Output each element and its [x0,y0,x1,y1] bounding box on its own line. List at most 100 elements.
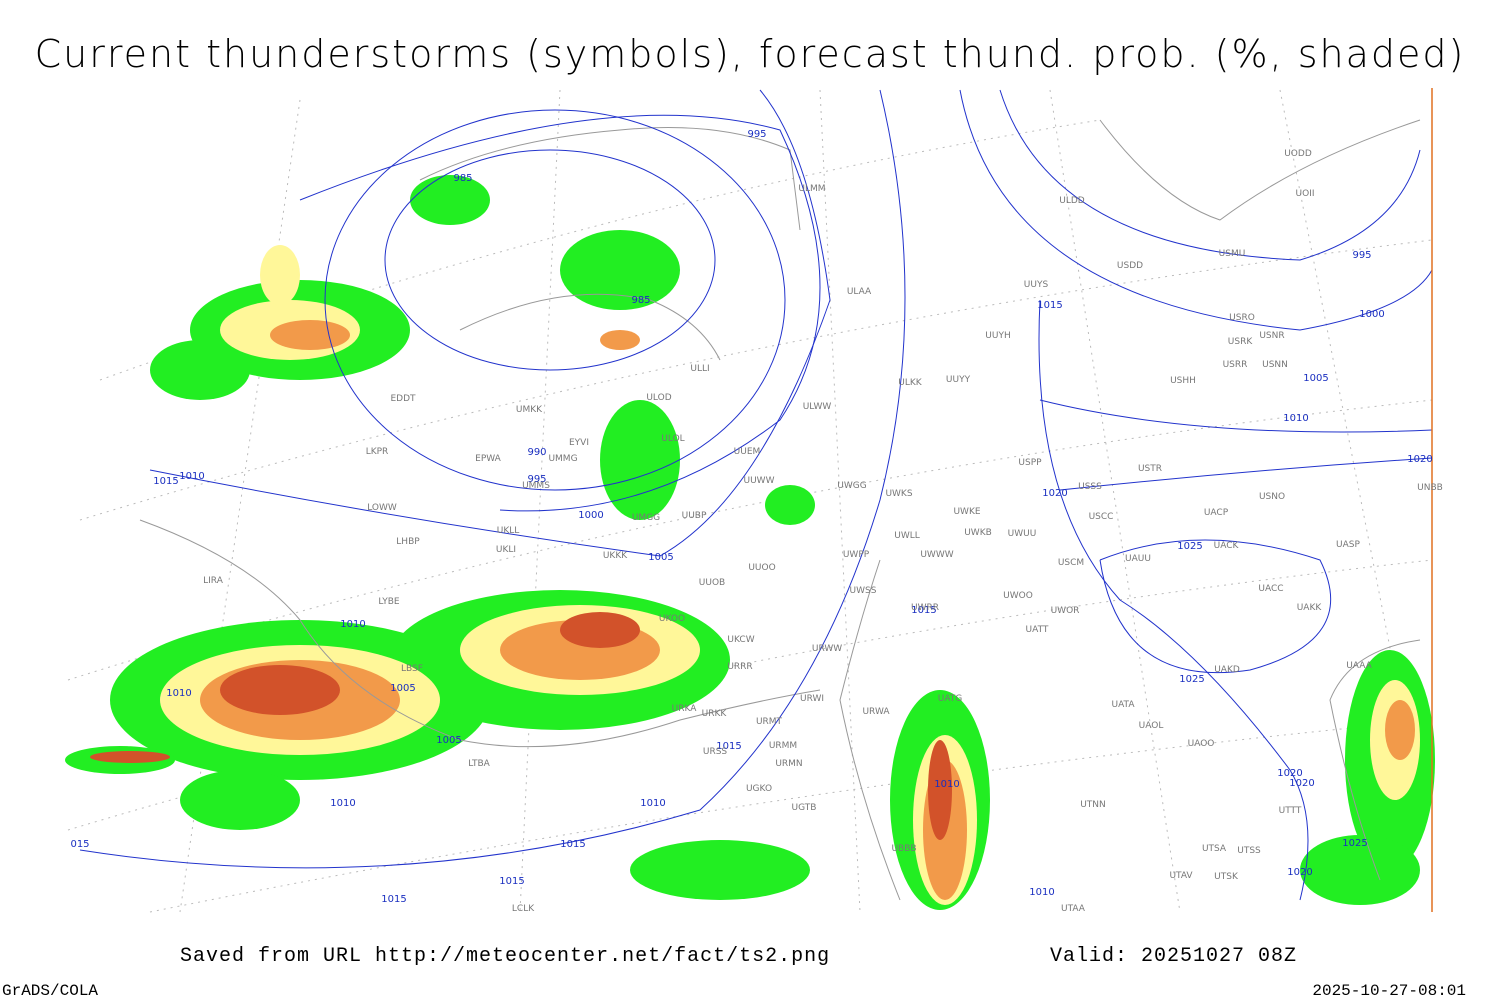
station-label: UAKD [1214,665,1240,675]
station-label: URMN [775,759,802,769]
station-label: UKOO [659,614,685,624]
station-label: USNR [1259,331,1284,341]
isobar-label: 1005 [390,683,415,694]
station-label: UWUU [1008,529,1037,539]
station-label: UGTB [792,803,817,813]
station-label: USCC [1089,512,1114,522]
isobar-label: 1000 [1359,309,1384,320]
station-label: UUYS [1024,280,1049,290]
isobar-label: 1015 [560,839,585,850]
station-label: EYVI [569,438,589,448]
isobar-label: 1005 [436,735,461,746]
station-label: USNO [1259,492,1285,502]
station-label: ULWW [803,402,832,412]
isobar-label: 1010 [330,798,355,809]
station-label: UWGG [837,481,866,491]
isobar-label: 1000 [578,510,603,521]
station-label: ULDD [1059,196,1085,206]
station-label: USMU [1219,249,1246,259]
station-label: UWWW [920,550,953,560]
isobars [79,89,1433,901]
station-label: UOII [1296,189,1315,199]
isobar-label: 995 [527,474,546,485]
isobar-label: 1025 [1342,838,1367,849]
station-label: LOWW [367,503,397,513]
station-label: UUOB [699,578,725,588]
isobar-label: 995 [1352,250,1371,261]
isobar-label: 015 [70,839,89,850]
station-label: USTR [1138,464,1162,474]
station-label: UWPP [843,550,870,560]
station-label: ULOD [646,393,671,403]
station-label: EPWA [475,454,502,464]
station-label: UWLL [894,531,920,541]
station-label: UWKS [885,489,912,499]
isobar-label: 1015 [499,876,524,887]
isobar-label: 1020 [1042,488,1067,499]
software: GrADS/COLA [2,982,98,1000]
isobar-label: 985 [453,173,472,184]
station-label: UASP [1336,540,1360,550]
station-label: USRR [1223,360,1248,370]
isobar-label: 1010 [340,619,365,630]
station-label: UATG [938,694,963,704]
coastlines [139,119,1421,901]
isobar-label: 1015 [716,741,741,752]
station-label: USRK [1228,337,1254,347]
station-label: URWI [800,694,824,704]
station-label: UATA [1111,700,1135,710]
isobar-label: 1015 [911,605,936,616]
isobar-label: 1020 [1287,867,1312,878]
station-label: UTTT [1279,806,1302,816]
station-label: UGKO [746,784,772,794]
station-label: UMGG [632,513,660,523]
station-label: UACC [1258,584,1283,594]
station-label: USDD [1117,261,1143,271]
station-label: UTAA [1061,904,1086,914]
isobar-label: 1010 [640,798,665,809]
station-label: UKCW [727,635,754,645]
station-label: URMT [756,717,783,727]
isobar-label: 1025 [1177,541,1202,552]
station-label: USHH [1170,376,1196,386]
station-label: UUEM [734,447,761,457]
station-label: UUYH [985,331,1010,341]
isobar-label: 1010 [179,471,204,482]
station-label: UWOO [1003,591,1033,601]
station-label: UUWW [744,476,775,486]
station-label: UWSS [850,586,877,596]
station-label: UACK [1214,541,1240,551]
isobar-label: 1010 [934,779,959,790]
isobar-label: 1020 [1289,778,1314,789]
isobar-label: 1015 [1037,300,1062,311]
station-label: UODD [1284,149,1312,159]
isobar-label: 1020 [1277,768,1302,779]
isobar-label: 1010 [1029,887,1054,898]
station-label: EDDT [390,394,416,404]
station-label: UWRR [911,603,939,613]
station-label: URKK [702,709,728,719]
station-label: ULMM [798,184,825,194]
station-label: ULOL [661,434,684,444]
station-label: UKLI [496,545,516,555]
station-label: LHBP [396,537,420,547]
station-label: URRR [727,662,752,672]
station-label: USSS [1078,482,1102,492]
station-label: USCM [1058,558,1084,568]
isobar-label: 1010 [166,688,191,699]
station-label: LIRA [203,576,224,586]
station-label: URKA [672,704,698,714]
station-label: UAOL [1139,721,1164,731]
station-label: UKKK [603,551,628,561]
isobar-label: 995 [747,129,766,140]
station-label: UUYY [946,375,971,385]
station-label: UAKK [1297,603,1323,613]
station-label: UACP [1204,508,1229,518]
isobar-label: 1010 [1283,413,1308,424]
station-label: USNN [1262,360,1288,370]
station-label: UMMS [522,481,550,491]
timestamp: 2025-10-27-08:01 [1312,982,1466,1000]
station-label: LCLK [512,904,535,914]
